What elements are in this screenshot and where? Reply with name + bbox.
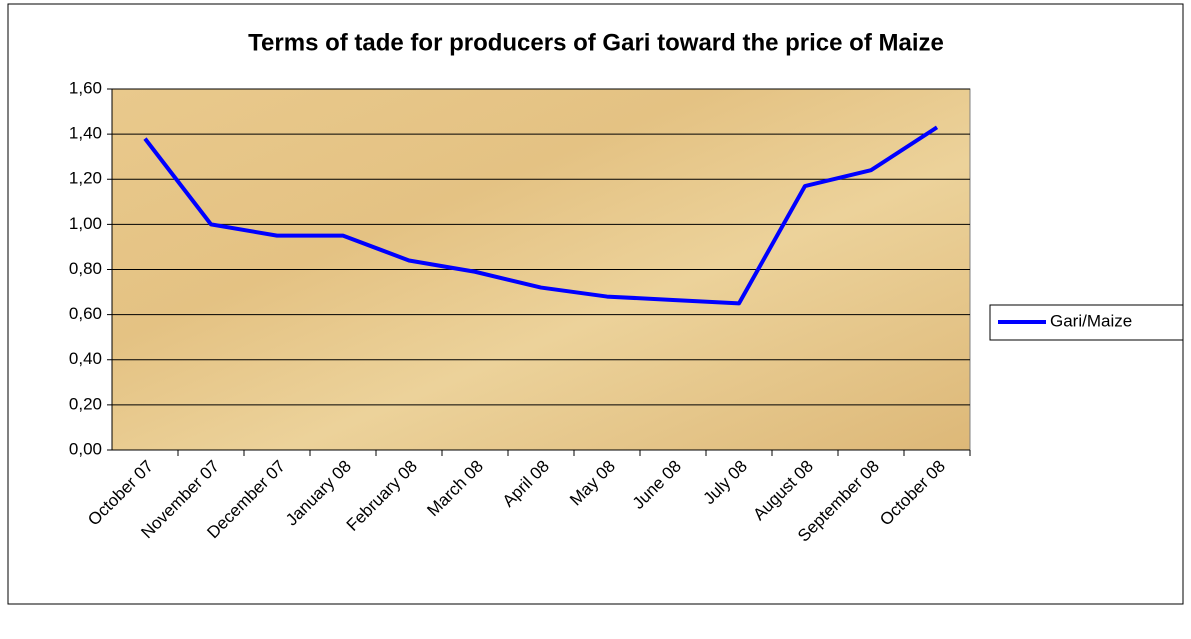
y-tick-label: 0,60 — [69, 304, 102, 323]
legend-label: Gari/Maize — [1050, 311, 1132, 330]
y-tick-label: 0,40 — [69, 349, 102, 368]
chart-title: Terms of tade for producers of Gari towa… — [248, 29, 944, 56]
y-tick-label: 0,80 — [69, 259, 102, 278]
y-tick-label: 1,60 — [69, 78, 102, 97]
y-tick-label: 1,40 — [69, 124, 102, 143]
y-tick-label: 0,20 — [69, 394, 102, 413]
y-tick-label: 0,00 — [69, 439, 102, 458]
data-line — [143, 125, 939, 306]
y-tick-label: 1,00 — [69, 214, 102, 233]
y-tick-label: 1,20 — [69, 169, 102, 188]
